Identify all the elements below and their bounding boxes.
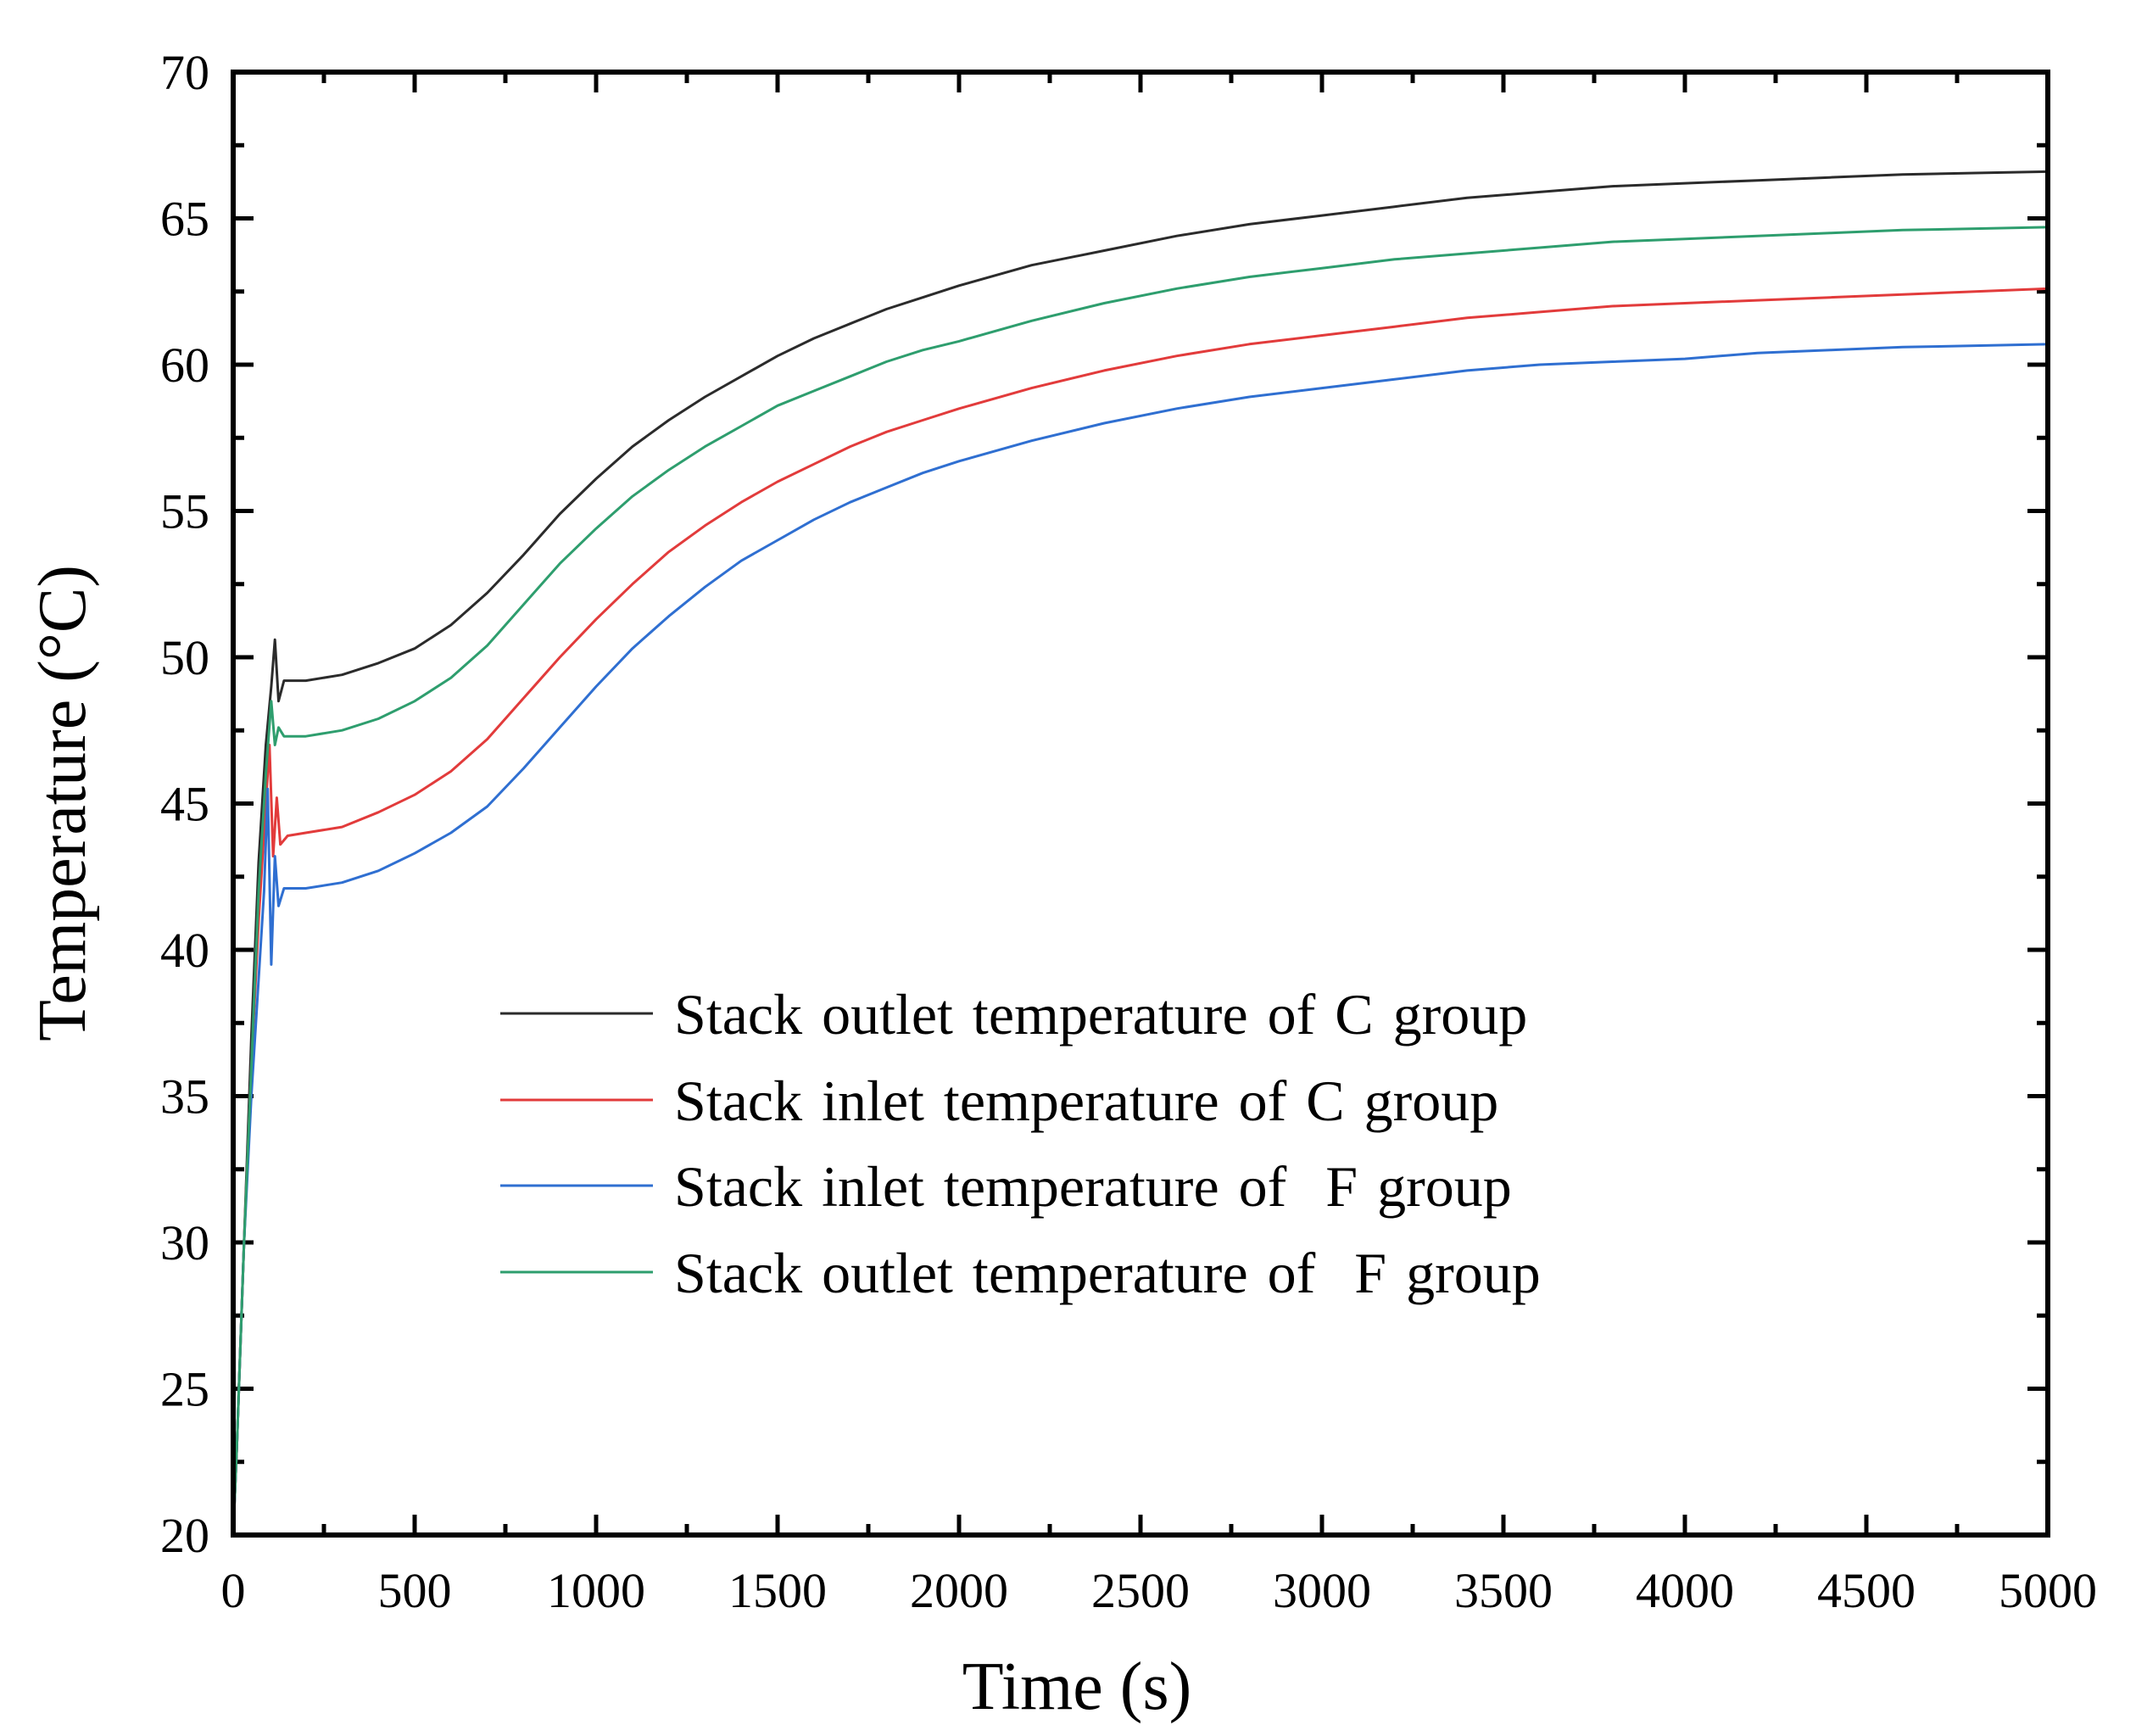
y-tick-label: 25 [160, 1362, 209, 1417]
legend-label-c-outlet: Stack outlet temperature of C group [674, 982, 1527, 1047]
x-tick-label: 2000 [910, 1563, 1008, 1618]
y-tick-label: 40 [160, 923, 209, 978]
x-tick-label: 4500 [1817, 1563, 1916, 1618]
legend-label-c-inlet: Stack inlet temperature of C group [674, 1069, 1498, 1133]
y-axis-title: Temperature (°C) [25, 565, 100, 1041]
series-lines [231, 170, 2049, 1536]
y-tick-label: 60 [160, 338, 209, 393]
y-tick-label: 35 [160, 1069, 209, 1125]
x-tick-label: 0 [221, 1563, 246, 1618]
series-line-2 [231, 343, 2049, 1536]
x-tick-label: 2500 [1091, 1563, 1190, 1618]
y-tick-label: 30 [160, 1215, 209, 1270]
y-tick-label: 70 [160, 45, 209, 100]
series-line-3 [231, 226, 2049, 1536]
series-line-0 [231, 170, 2049, 1536]
x-axis-title: Time (s) [962, 1649, 1191, 1724]
y-tick-labels: 20 25 30 35 40 45 50 55 60 65 70 [160, 45, 209, 1563]
y-tick-label: 65 [160, 192, 209, 247]
y-tick-label: 45 [160, 777, 209, 832]
x-tick-label: 3000 [1273, 1563, 1371, 1618]
x-tick-labels: 0 500 1000 1500 2000 2500 3000 3500 4000 4500 5000 [221, 1563, 2098, 1618]
series-line-1 [231, 287, 2049, 1536]
legend-label-f-outlet: Stack outlet temperature of F group [674, 1241, 1541, 1305]
x-tick-label: 5000 [1999, 1563, 2097, 1618]
x-tick-label: 3500 [1454, 1563, 1553, 1618]
x-tick-label: 1000 [547, 1563, 645, 1618]
plot-area-frame [231, 70, 2050, 1538]
x-tick-label: 1500 [728, 1563, 827, 1618]
legend: Stack outlet temperature of C group Stac… [500, 982, 1541, 1305]
y-tick-label: 50 [160, 630, 209, 685]
legend-label-f-inlet: Stack inlet temperature of F group [674, 1154, 1512, 1219]
y-tick-label: 20 [160, 1508, 209, 1563]
y-tick-label: 55 [160, 484, 209, 539]
x-tick-label: 500 [378, 1563, 452, 1618]
x-tick-label: 4000 [1636, 1563, 1734, 1618]
